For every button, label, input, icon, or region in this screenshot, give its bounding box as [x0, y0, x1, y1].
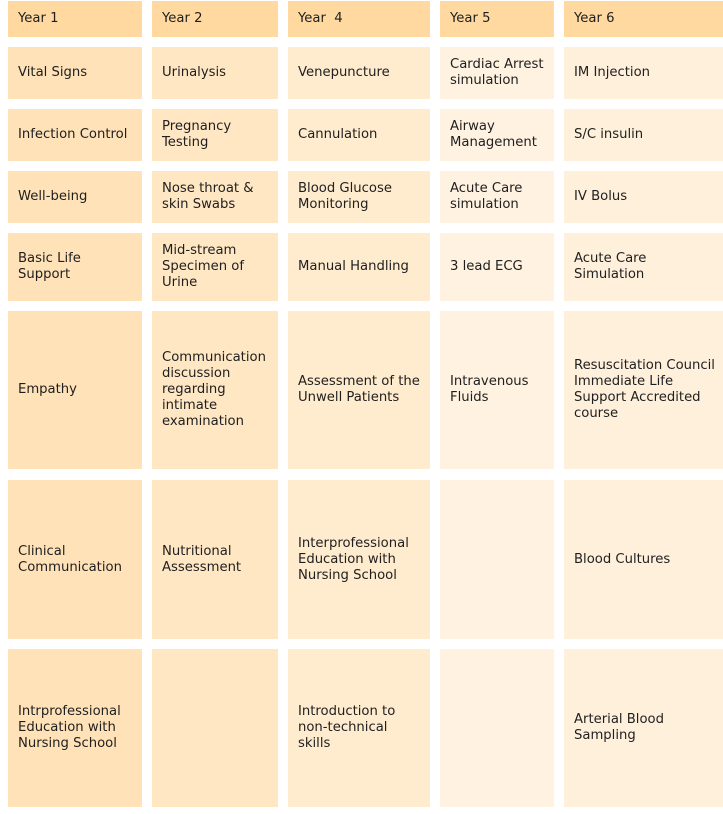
table-cell: Introduction to non-technical skills	[288, 649, 430, 807]
cell-text: Communication discussion regarding intim…	[162, 350, 266, 429]
cell-text: Blood Glucose Monitoring	[298, 181, 392, 212]
cell-text: Vital Signs	[18, 65, 88, 80]
table-cell: IV Bolus	[564, 171, 723, 223]
header-label: Year 6	[574, 11, 615, 26]
cell-text: Acute Care simulation	[450, 181, 523, 212]
cell-text: IV Bolus	[574, 189, 628, 204]
cell-text: Infection Control	[18, 127, 128, 142]
table-cell: Cannulation	[288, 109, 430, 161]
table-cell: Vital Signs	[8, 47, 142, 99]
table-cell: Arterial Blood Sampling	[564, 649, 723, 807]
cell-text: Basic Life Support	[18, 251, 81, 282]
cell-text: Cardiac Arrest simulation	[450, 57, 544, 88]
table-cell	[152, 649, 278, 807]
cell-text: Mid-stream Specimen of Urine	[162, 243, 244, 290]
table-cell: Intravenous Fluids	[440, 311, 554, 469]
header-cell: Year 4	[288, 1, 430, 37]
table-cell: Airway Management	[440, 109, 554, 161]
header-cell: Year 2	[152, 1, 278, 37]
header-label: Year 1	[18, 11, 59, 26]
header-cell: Year 5	[440, 1, 554, 37]
cell-text: Clinical Communication	[18, 543, 122, 575]
cell-text: Well-being	[18, 189, 88, 204]
cell-text: S/C insulin	[574, 127, 644, 142]
cell-text: Manual Handling	[298, 259, 409, 274]
cell-text: Blood Cultures	[574, 551, 671, 567]
table-cell: Acute Care Simulation	[564, 233, 723, 301]
cell-text: Pregnancy Testing	[162, 119, 232, 150]
table-cell: Communication discussion regarding intim…	[152, 311, 278, 469]
cell-text: Interprofessional Education with Nursing…	[298, 535, 409, 583]
table-cell: Venepuncture	[288, 47, 430, 99]
header-label: Year 4	[298, 11, 343, 26]
table-cell: Acute Care simulation	[440, 171, 554, 223]
cell-text: Intravenous Fluids	[450, 374, 529, 405]
cell-text: Resuscitation Council Immediate Life Sup…	[574, 358, 715, 421]
table-cell: Assessment of the Unwell Patients	[288, 311, 430, 469]
table-cell: Blood Cultures	[564, 480, 723, 639]
table-cell: 3 lead ECG	[440, 233, 554, 301]
table-cell: Nutritional Assessment	[152, 480, 278, 639]
cell-text: Empathy	[18, 382, 77, 397]
table-cell: Intrprofessional Education with Nursing …	[8, 649, 142, 807]
table-cell: IM Injection	[564, 47, 723, 99]
header-cell: Year 1	[8, 1, 142, 37]
cell-text: IM Injection	[574, 65, 650, 80]
table-cell: Urinalysis	[152, 47, 278, 99]
table-cell: Clinical Communication	[8, 480, 142, 639]
cell-text: Nose throat & skin Swabs	[162, 181, 254, 212]
cell-text: Assessment of the Unwell Patients	[298, 374, 420, 405]
cell-text: Urinalysis	[162, 65, 227, 80]
table-cell: Nose throat & skin Swabs	[152, 171, 278, 223]
header-label: Year 2	[162, 11, 203, 26]
header-label: Year 5	[450, 11, 491, 26]
table-cell: Basic Life Support	[8, 233, 142, 301]
cell-text: Intrprofessional Education with Nursing …	[18, 704, 121, 751]
table-cell: Interprofessional Education with Nursing…	[288, 480, 430, 639]
table-cell	[440, 649, 554, 807]
header-cell: Year 6	[564, 1, 723, 37]
table-cell: Pregnancy Testing	[152, 109, 278, 161]
cell-text: Cannulation	[298, 127, 378, 142]
table-cell: Manual Handling	[288, 233, 430, 301]
cell-text: Introduction to non-technical skills	[298, 704, 396, 751]
cell-text: 3 lead ECG	[450, 259, 523, 274]
table-cell: Empathy	[8, 311, 142, 469]
cell-text: Arterial Blood Sampling	[574, 712, 664, 743]
table-cell: Blood Glucose Monitoring	[288, 171, 430, 223]
cell-text: Acute Care Simulation	[574, 251, 647, 282]
table-cell: S/C insulin	[564, 109, 723, 161]
cell-text: Nutritional Assessment	[162, 543, 242, 575]
table-cell: Infection Control	[8, 109, 142, 161]
cell-text: Airway Management	[450, 119, 537, 150]
table-cell: Well-being	[8, 171, 142, 223]
table-cell	[440, 480, 554, 639]
table-cell: Mid-stream Specimen of Urine	[152, 233, 278, 301]
cell-text: Venepuncture	[298, 65, 390, 80]
table-cell: Resuscitation Council Immediate Life Sup…	[564, 311, 723, 469]
table-cell: Cardiac Arrest simulation	[440, 47, 554, 99]
